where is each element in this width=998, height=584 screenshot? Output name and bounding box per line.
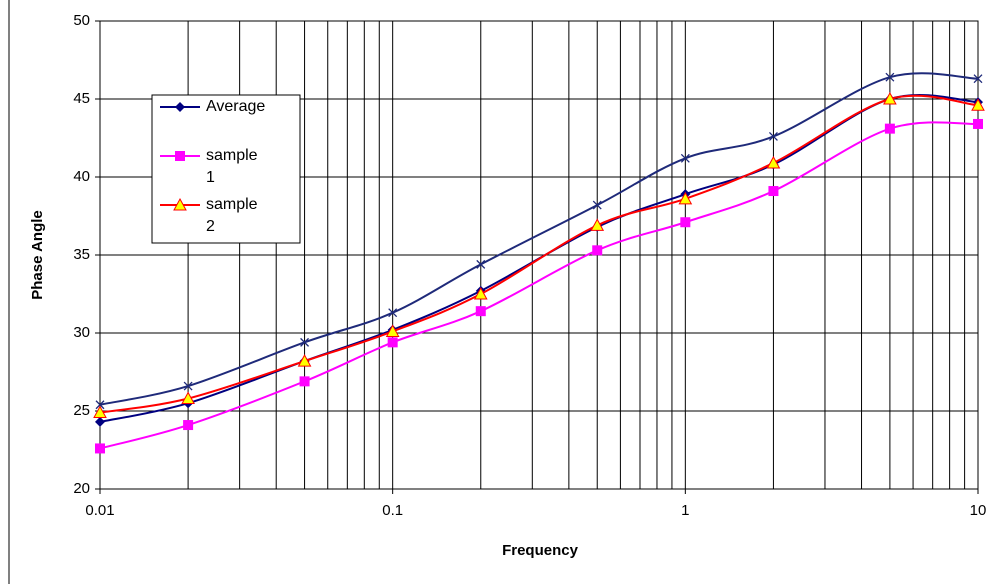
- marker: [95, 443, 105, 454]
- marker: [95, 400, 105, 410]
- x-tick-label: 10: [970, 502, 987, 519]
- x-tick-label: 0.01: [85, 502, 114, 519]
- y-tick-label: 40: [73, 168, 90, 185]
- legend-label: sample 1: [206, 147, 258, 186]
- y-tick-label: 45: [73, 90, 90, 107]
- marker: [590, 218, 605, 231]
- marker: [592, 200, 602, 210]
- marker: [884, 123, 895, 134]
- legend-label: Average: [206, 98, 266, 115]
- y-tick-label: 25: [73, 402, 90, 419]
- marker: [175, 151, 185, 161]
- legend-label-box: sample 1: [206, 147, 258, 186]
- marker: [388, 308, 398, 318]
- series-line: [99, 72, 979, 406]
- marker: [183, 420, 194, 431]
- x-tick-label: 0.1: [382, 502, 403, 519]
- y-tick-label: 50: [73, 12, 90, 29]
- marker: [95, 416, 105, 427]
- marker: [973, 74, 983, 84]
- y-tick-label: 35: [73, 246, 90, 263]
- marker: [768, 186, 779, 197]
- marker: [385, 324, 400, 337]
- marker: [175, 102, 185, 112]
- marker: [299, 376, 310, 387]
- y-tick-label: 20: [73, 480, 90, 497]
- marker: [883, 91, 897, 105]
- marker: [93, 405, 107, 419]
- legend-label-box: Average: [206, 98, 266, 115]
- marker: [680, 153, 690, 163]
- marker: [592, 245, 603, 256]
- x-axis-title: Frequency: [502, 542, 579, 559]
- marker: [768, 131, 778, 141]
- marker: [181, 391, 195, 405]
- marker: [300, 337, 310, 347]
- series-line: [99, 121, 979, 450]
- marker: [971, 98, 985, 111]
- marker: [680, 217, 691, 228]
- marker: [173, 197, 187, 211]
- legend-box: [151, 94, 301, 244]
- legend-label-box: sample 2: [206, 196, 258, 235]
- y-tick-label: 30: [73, 324, 90, 341]
- marker: [678, 191, 693, 205]
- legend-label: sample 2: [206, 196, 258, 235]
- series-line: [99, 94, 979, 414]
- x-tick-label: 1: [681, 502, 689, 519]
- marker: [885, 72, 895, 82]
- marker: [973, 118, 983, 129]
- marker: [473, 286, 488, 300]
- marker: [183, 381, 193, 391]
- marker: [766, 155, 781, 169]
- marker: [475, 306, 486, 317]
- marker: [297, 354, 312, 367]
- marker: [476, 259, 486, 269]
- marker: [387, 337, 398, 348]
- legend: Average sample 1 sample 2: [151, 94, 301, 244]
- y-axis-title: Phase Angle: [29, 210, 46, 299]
